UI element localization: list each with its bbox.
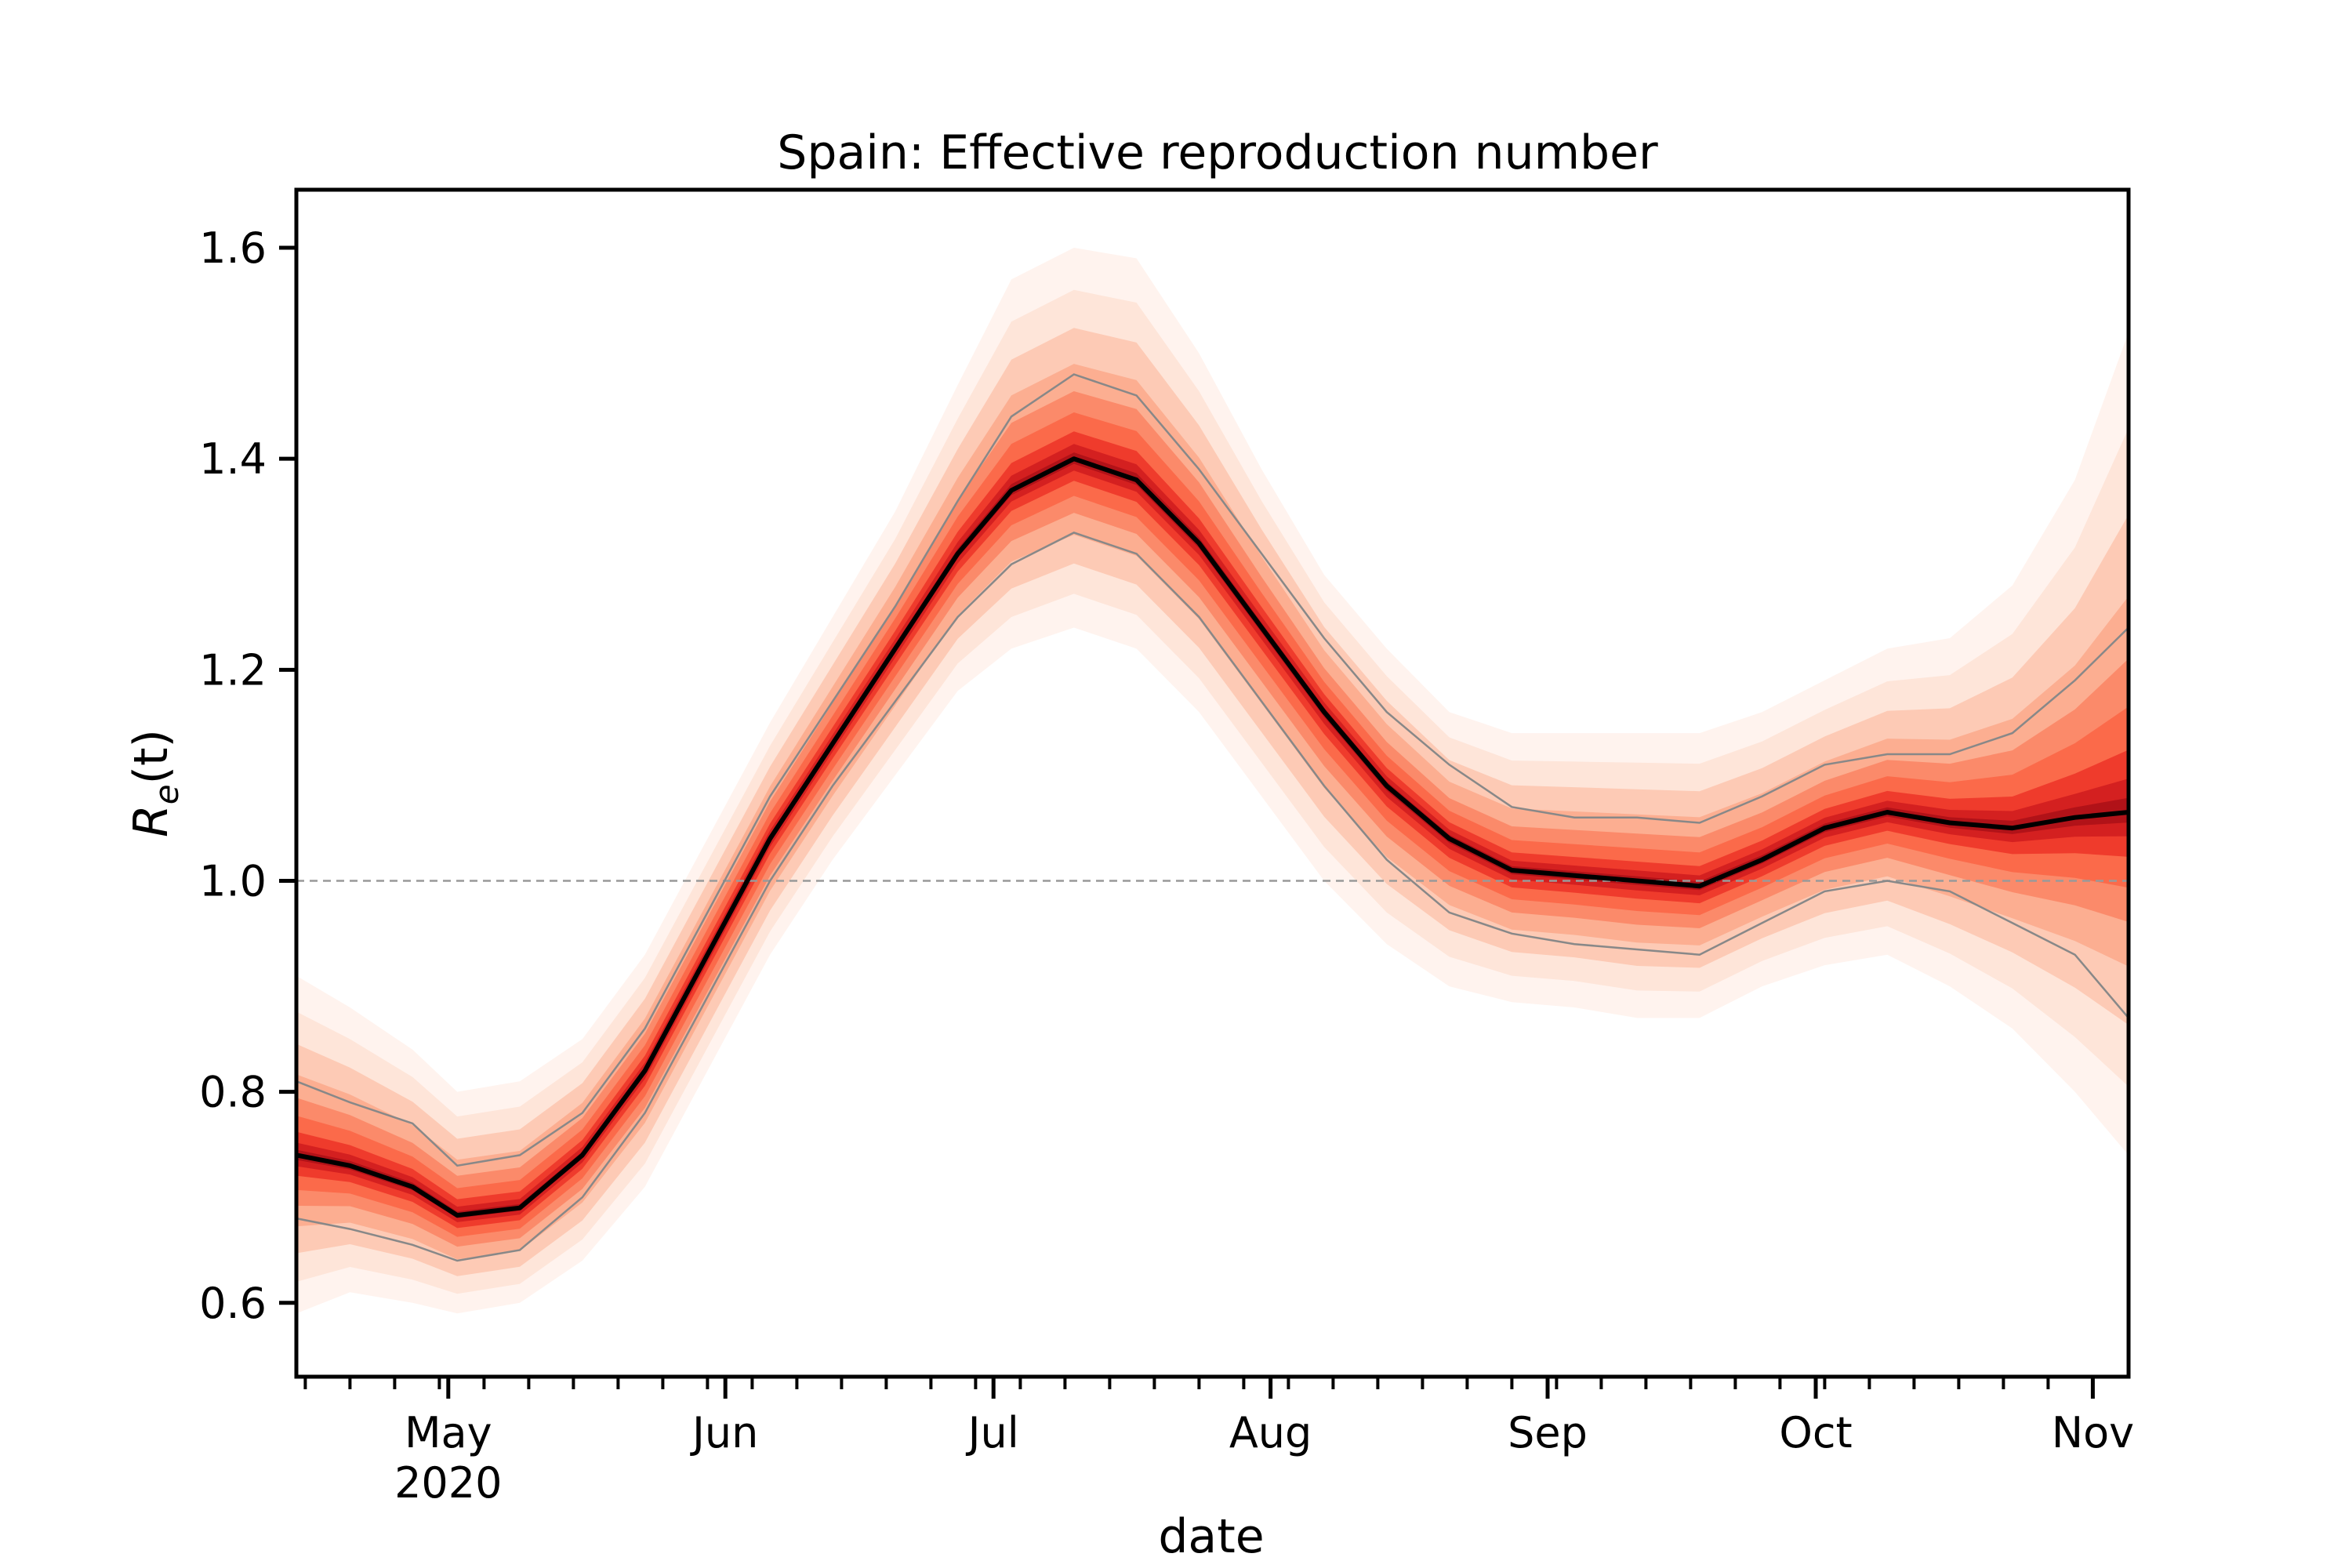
x-tick-label: Aug [1229,1408,1312,1457]
upper-quantile-line [296,373,2129,1167]
plot-area [296,248,2129,1314]
median-line [296,456,2129,1218]
y-axis-label: Re(t) [124,729,186,837]
y-axis: 0.6 0.8 1.0 1.2 1.4 1.6 [199,223,296,1328]
y-tick-label: 1.6 [199,223,267,273]
x-tick-label: Jul [966,1408,1019,1457]
y-tick-label: 1.4 [199,434,267,484]
x-axis-label: date [1158,1509,1264,1564]
y-tick-label: 1.2 [199,645,267,695]
plot-frame [294,187,2131,1379]
chart-title: Spain: Effective reproduction number [777,125,1658,180]
x-tick-label: Oct [1779,1408,1852,1457]
x-tick-label: Sep [1508,1408,1588,1457]
y-axis-label-arg: (t) [124,729,179,784]
x-tick-label: Jun [690,1408,758,1457]
y-tick-label: 0.6 [199,1279,267,1328]
y-tick-label: 0.8 [199,1068,267,1117]
x-tick-label: Nov [2052,1408,2134,1457]
x-tick-sublabel: 2020 [394,1458,502,1508]
svg-text:Re(t): Re(t) [124,729,186,837]
x-tick-label: May [405,1408,492,1457]
y-tick-label: 1.0 [199,856,267,906]
y-axis-label-sub: e [147,784,186,804]
lower-quantile-line [296,532,2129,1262]
y-axis-label-main: R [124,804,179,837]
